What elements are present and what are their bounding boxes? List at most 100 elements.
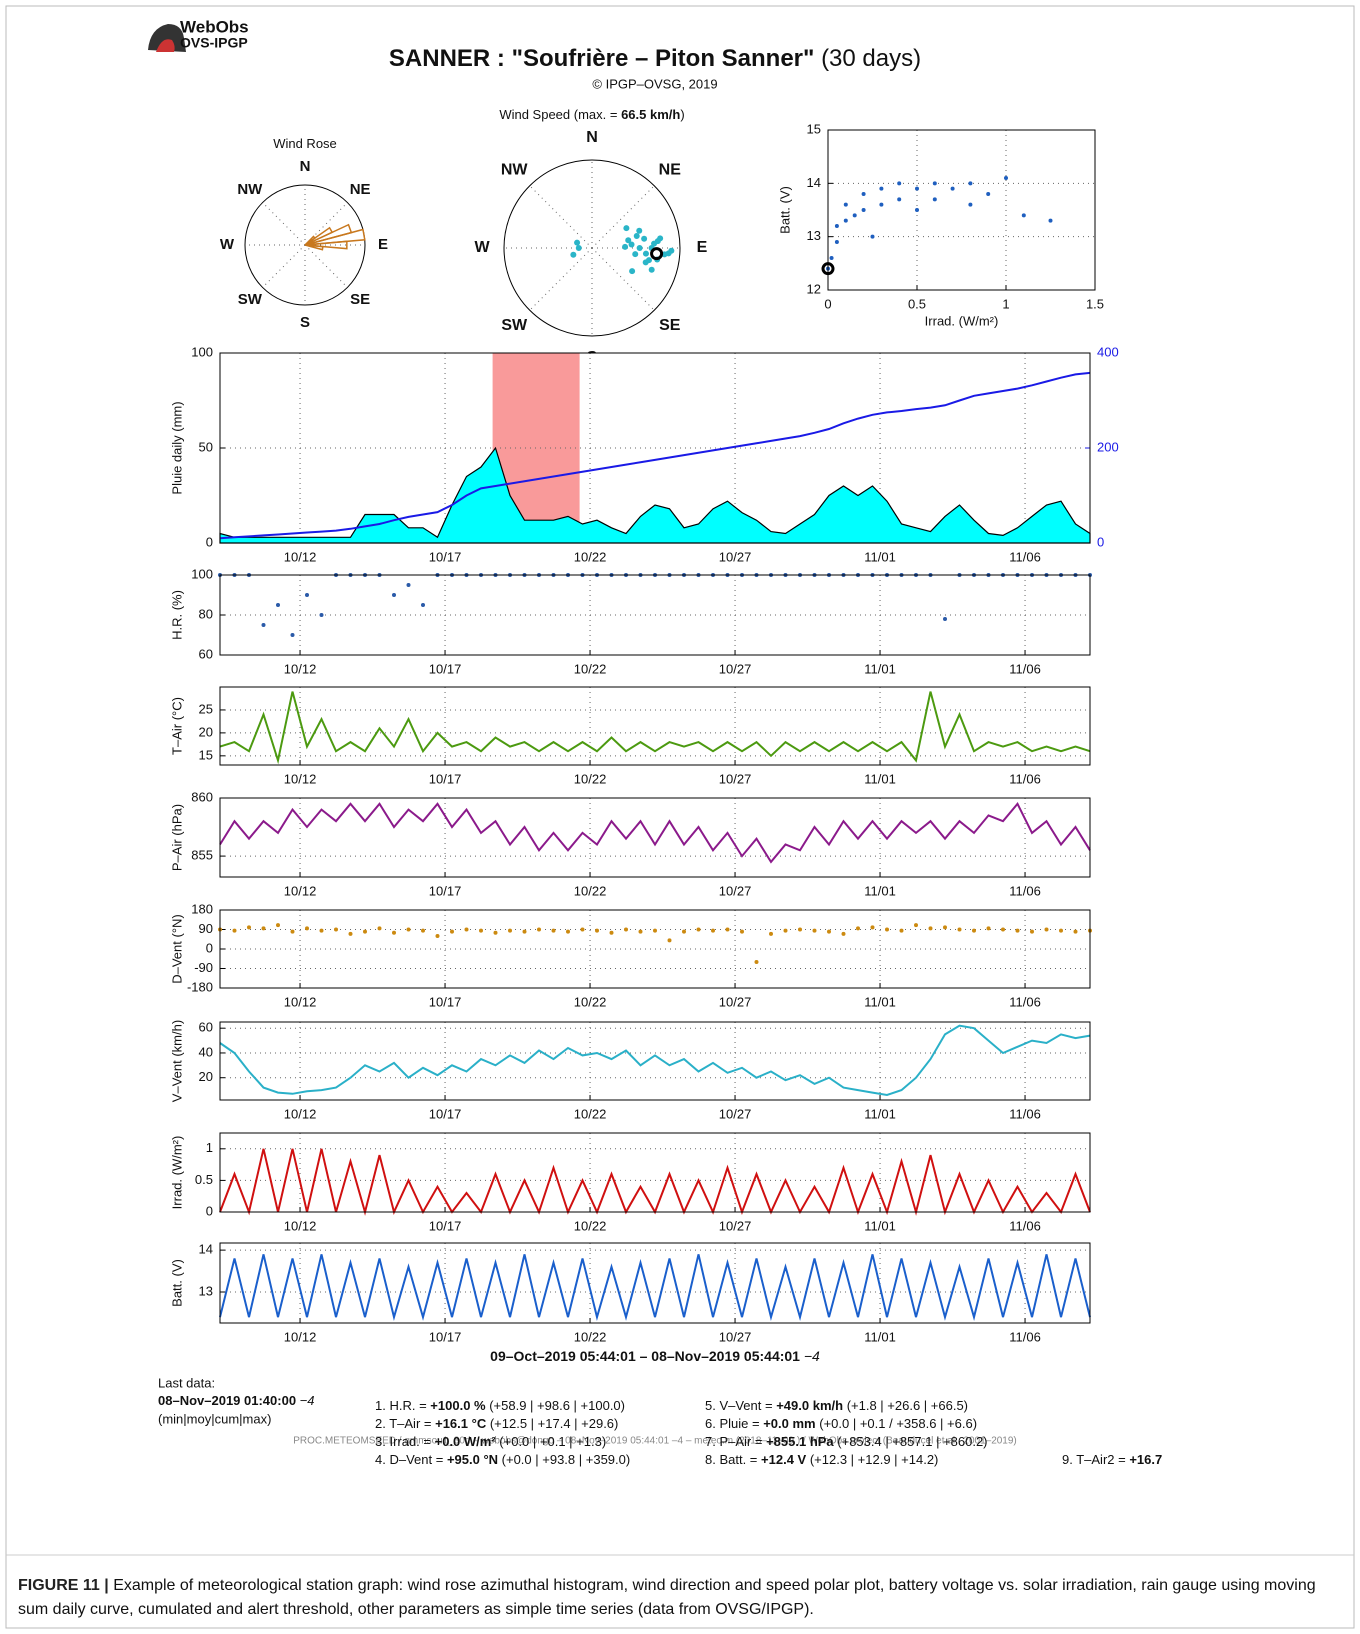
y-tick-label: 20 (199, 724, 213, 739)
x-tick-label: 10/22 (574, 994, 607, 1009)
data-point (696, 927, 701, 932)
compass-label: NE (659, 161, 682, 178)
y-tick-label: 15 (199, 747, 213, 762)
y-tick-label: 80 (199, 606, 213, 621)
y-tick-label: 13 (199, 1283, 213, 1298)
stat-line: 7. P–Air = +855.1 hPa (+853.4 | +857.1 |… (705, 1434, 988, 1449)
data-point (609, 930, 614, 935)
stat-label: 6. Pluie = (705, 1416, 760, 1431)
wind-point (636, 227, 643, 234)
compass-label: N (300, 158, 311, 175)
wind-point (645, 257, 652, 264)
data-point (879, 202, 884, 207)
data-point (725, 927, 730, 932)
stat-line: 4. D–Vent = +95.0 °N (+0.0 | +93.8 | +35… (375, 1452, 630, 1467)
title-main: SANNER : "Soufrière – Piton Sanner" (389, 45, 815, 72)
data-point (932, 197, 937, 202)
data-point (972, 928, 976, 933)
x-tick-label: 1.5 (1086, 296, 1104, 311)
x-tick-label: 10/27 (719, 771, 752, 786)
y-tick-label: 0.5 (195, 1172, 213, 1187)
data-point (305, 593, 309, 597)
data-point (711, 928, 715, 933)
time-range-text: 09–Oct–2019 05:44:01 – 08–Nov–2019 05:44… (490, 1348, 800, 1364)
y2-tick-label: 0 (1097, 534, 1104, 549)
x-tick-label: 10/17 (429, 994, 462, 1009)
data-point (968, 202, 973, 207)
data-point (950, 186, 955, 191)
data-point (928, 926, 933, 931)
figure-frame (5, 5, 1355, 1629)
data-point (537, 927, 541, 932)
data-point (1073, 929, 1078, 934)
stat-range: (+0.0 | +93.8 | +359.0) (502, 1452, 631, 1467)
data-point (841, 931, 846, 936)
data-point (261, 926, 266, 931)
data-point (653, 928, 657, 933)
plot-frame (827, 129, 1096, 291)
last-point (650, 247, 664, 261)
data-point (421, 928, 425, 933)
y-axis-label: T–Air (°C) (169, 697, 184, 755)
x-tick-label: 1 (1002, 296, 1009, 311)
y-tick-label: 100 (191, 344, 213, 359)
data-point (377, 926, 382, 931)
data-point (915, 208, 919, 212)
stat-label: 4. D–Vent = (375, 1452, 443, 1467)
rose-bar (304, 244, 324, 251)
data-point (870, 925, 875, 930)
y-tick-label: 25 (199, 701, 213, 716)
x-tick-label: 10/27 (719, 883, 752, 898)
chart-title-text: Wind Speed (max. = (499, 107, 621, 122)
stat-line: 3. Irrad. = +0.0 W/m² (+0.0 | +0.1 | +1.… (375, 1434, 606, 1449)
last-time: 08–Nov–2019 01:40:00 −4 (158, 1393, 315, 1408)
data-point (899, 928, 904, 933)
last-label: Last data: (158, 1375, 215, 1390)
data-point (769, 931, 773, 936)
x-tick-label: 11/01 (864, 883, 896, 898)
x-tick-label: 11/06 (1009, 883, 1041, 898)
stat-label: 7. P–Air = (705, 1434, 762, 1449)
plot-frame (219, 352, 1091, 544)
wind-point (642, 250, 649, 257)
stat-range: (+12.3 | +12.9 | +14.2) (810, 1452, 939, 1467)
credit: PROC.METEOMSEED / gmmsou1_30d – webobs@d… (293, 1436, 1017, 1447)
chart-title-text: Wind Rose (273, 136, 337, 151)
data-point (363, 929, 367, 934)
y-tick-label: 15 (807, 121, 821, 136)
stats-legend: (min|moy|cum|max) (158, 1411, 271, 1426)
x-tick-label: 10/27 (719, 661, 752, 676)
plot-frame (219, 1242, 1091, 1324)
x-tick-label: 10/22 (574, 1218, 607, 1233)
wind-point (574, 239, 581, 246)
stat-line: 9. T–Air2 = +16.7 (1062, 1452, 1162, 1467)
series-line (219, 691, 1091, 765)
y-tick-label: 14 (199, 1242, 213, 1257)
chart-title-value: 66.5 km/h (621, 107, 680, 122)
data-point (406, 927, 411, 932)
data-point (829, 256, 834, 260)
polar-spoke (262, 244, 306, 288)
compass-label: E (378, 236, 388, 253)
x-tick-label: 10/12 (284, 771, 317, 786)
y-tick-label: 100 (191, 566, 213, 581)
data-point (261, 623, 266, 627)
stat-value: +0.0 mm (763, 1416, 815, 1431)
y-tick-label: -90 (194, 960, 213, 975)
y-axis-label: D–Vent (°N) (169, 914, 184, 984)
y-tick-label: 12 (807, 281, 821, 296)
data-point (319, 928, 324, 933)
plot-area (220, 798, 1090, 877)
data-point (986, 192, 991, 196)
x-tick-label: 10/22 (574, 661, 607, 676)
x-tick-label: 11/06 (1009, 994, 1041, 1009)
polar-spoke (304, 244, 348, 288)
x-tick-label: 10/12 (284, 1106, 317, 1121)
x-tick-label: 11/06 (1009, 1106, 1041, 1121)
polar-spoke (262, 202, 306, 246)
x-tick-label: 10/22 (574, 1106, 607, 1121)
y-tick-label: 60 (199, 1020, 213, 1035)
wind-point (623, 225, 630, 232)
